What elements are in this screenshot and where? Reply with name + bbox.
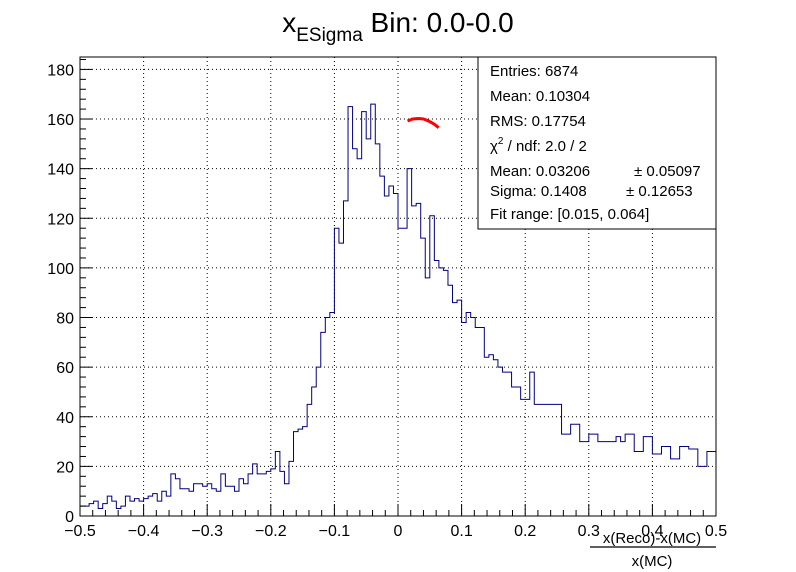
stats-rms: RMS: 0.17754 (490, 113, 586, 130)
histogram-line (80, 103, 716, 510)
chart-title: xESigma Bin: 0.0-0.0 (282, 7, 514, 46)
y-tick-label: 60 (56, 360, 74, 377)
stats-chi2-superscript: 2 (498, 136, 504, 147)
stats-fit-mean-error: ± 0.05097 (634, 163, 701, 180)
x-tick-label: 0.5 (705, 523, 727, 540)
title-main: x (282, 7, 296, 38)
axis-tick-labels: −0.5 −0.4 −0.3 −0.2 −0.1 0 0.1 0.2 0.3 0.4 0.5 0 20 4… (47, 62, 727, 540)
x-axis-denominator: x(MC) (632, 553, 673, 570)
x-tick-label: −0.3 (191, 523, 223, 540)
stats-sigma-error: ± 0.12653 (626, 183, 693, 200)
y-tick-label: 80 (56, 311, 74, 328)
x-tick-label: −0.5 (64, 523, 96, 540)
stats-chi2-symbol: χ (490, 138, 498, 155)
x-tick-label: −0.1 (319, 523, 351, 540)
axis-ticks (79, 58, 717, 517)
x-tick-label: 0.4 (641, 523, 663, 540)
x-tick-label: 0 (394, 523, 403, 540)
stats-mean: Mean: 0.10304 (490, 88, 590, 105)
x-tick-label: −0.4 (128, 523, 160, 540)
y-tick-label: 140 (47, 162, 74, 179)
x-tick-label: 0.3 (578, 523, 600, 540)
stats-entries: Entries: 6874 (490, 63, 578, 80)
x-axis-numerator: x(Reco)-x(MC) (603, 530, 701, 547)
title-rest: Bin: 0.0-0.0 (363, 7, 514, 38)
stats-box: Entries: 6874 Mean: 0.10304 RMS: 0.17754… (477, 56, 717, 230)
y-tick-label: 20 (56, 459, 74, 476)
y-tick-label: 120 (47, 211, 74, 228)
stats-box-frame (477, 56, 717, 230)
stats-fit-mean: Mean: 0.03206 (490, 163, 590, 180)
y-tick-label: 160 (47, 112, 74, 129)
y-tick-label: 100 (47, 261, 74, 278)
stats-chi2: χ2 / ndf: 2.0 / 2 (490, 136, 587, 155)
title-subscript: ESigma (296, 25, 363, 46)
stats-fit-range: Fit range: [0.015, 0.064] (490, 206, 649, 223)
y-tick-label: 0 (65, 509, 74, 526)
x-tick-label: −0.2 (255, 523, 287, 540)
y-tick-label: 180 (47, 62, 74, 79)
y-tick-label: 40 (56, 410, 74, 427)
x-tick-label: 0.1 (450, 523, 472, 540)
stats-chi2-rest: / ndf: 2.0 / 2 (503, 138, 586, 155)
fit-curve (406, 117, 440, 129)
stats-sigma: Sigma: 0.1408 (490, 183, 587, 200)
x-tick-label: 0.2 (514, 523, 536, 540)
